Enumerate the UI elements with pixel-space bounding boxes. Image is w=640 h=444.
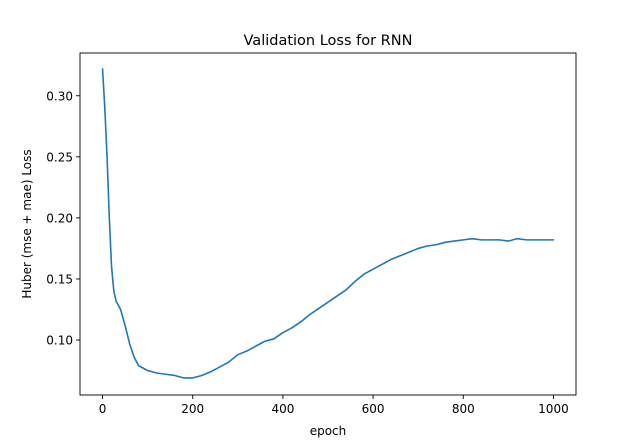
x-tick-label: 0 [99, 402, 107, 416]
x-tick-label: 200 [181, 402, 204, 416]
x-tick-label: 400 [271, 402, 294, 416]
y-tick-label: 0.10 [46, 334, 73, 348]
y-axis-label: Huber (mse + mae) Loss [20, 149, 34, 298]
x-tick-label: 800 [452, 402, 475, 416]
series-line-0 [101, 68, 555, 379]
plot-area: 0 200 400 600 800 1000 0.10 0.15 0.20 0.25 0.30 [46, 52, 577, 416]
axes-frame [79, 52, 577, 396]
x-tick-label: 600 [362, 402, 385, 416]
y-tick-label: 0.15 [46, 272, 73, 286]
x-tick-label: 1000 [538, 402, 569, 416]
x-axis-label: epoch [310, 424, 347, 438]
y-tick-label: 0.20 [46, 211, 73, 225]
chart-title: Validation Loss for RNN [244, 33, 413, 49]
y-tick-label: 0.30 [46, 89, 73, 103]
y-tick-label: 0.25 [46, 150, 73, 164]
